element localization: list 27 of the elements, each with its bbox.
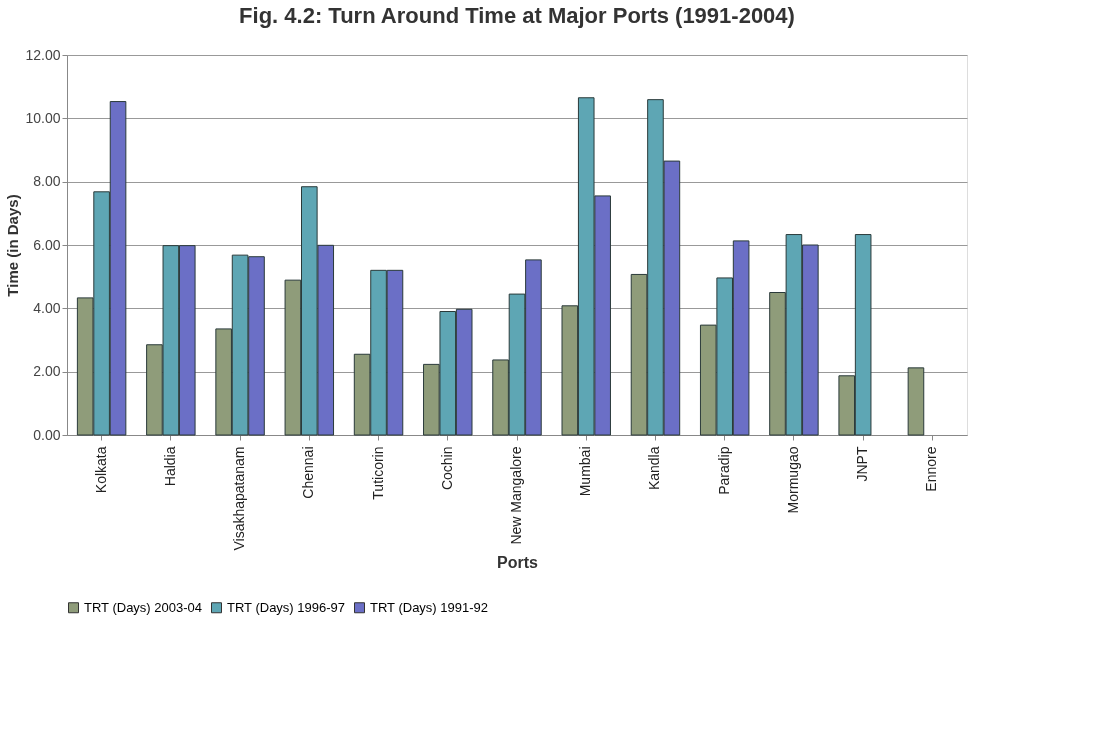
legend-label: TRT (Days) 1996-97	[227, 599, 346, 615]
x-tick-label: Kandla	[646, 446, 663, 491]
y-axis-title: Time (in Days)	[4, 194, 22, 297]
x-tick-label: Tuticorin	[369, 446, 386, 500]
x-tick-label: JNPT	[854, 446, 871, 482]
x-tick-label: Paradip	[715, 446, 732, 495]
x-tick-label: Mumbai	[577, 446, 594, 497]
x-tick-label: Visakhapatanam	[231, 446, 248, 551]
y-tick-label: 2.00	[33, 363, 61, 380]
y-tick-label: 0.00	[33, 426, 61, 443]
legend-label: TRT (Days) 1991-92	[370, 599, 489, 615]
x-tick-label: New Mangalore	[508, 446, 524, 545]
y-tick-label: 6.00	[33, 236, 61, 253]
y-tick-label: 4.00	[33, 299, 61, 316]
x-tick-label: Kolkata	[92, 446, 109, 494]
y-tick-label: 8.00	[33, 173, 61, 190]
x-tick-label: Ennore	[923, 446, 940, 492]
x-axis-title: Ports	[497, 553, 539, 571]
x-tick-label: Chennai	[300, 446, 317, 499]
y-tick-label: 10.00	[25, 109, 61, 126]
chart-title: Fig. 4.2: Turn Around Time at Major Ports (1991-2004)	[239, 3, 795, 28]
legend-label: TRT (Days) 2003-04	[84, 599, 203, 615]
bar	[907, 367, 925, 436]
x-tick-label: Cochin	[438, 446, 455, 491]
y-tick-label: 12.00	[25, 46, 61, 63]
x-tick-label: Haldia	[161, 446, 178, 487]
x-tick-label: Mormugao	[784, 446, 801, 514]
